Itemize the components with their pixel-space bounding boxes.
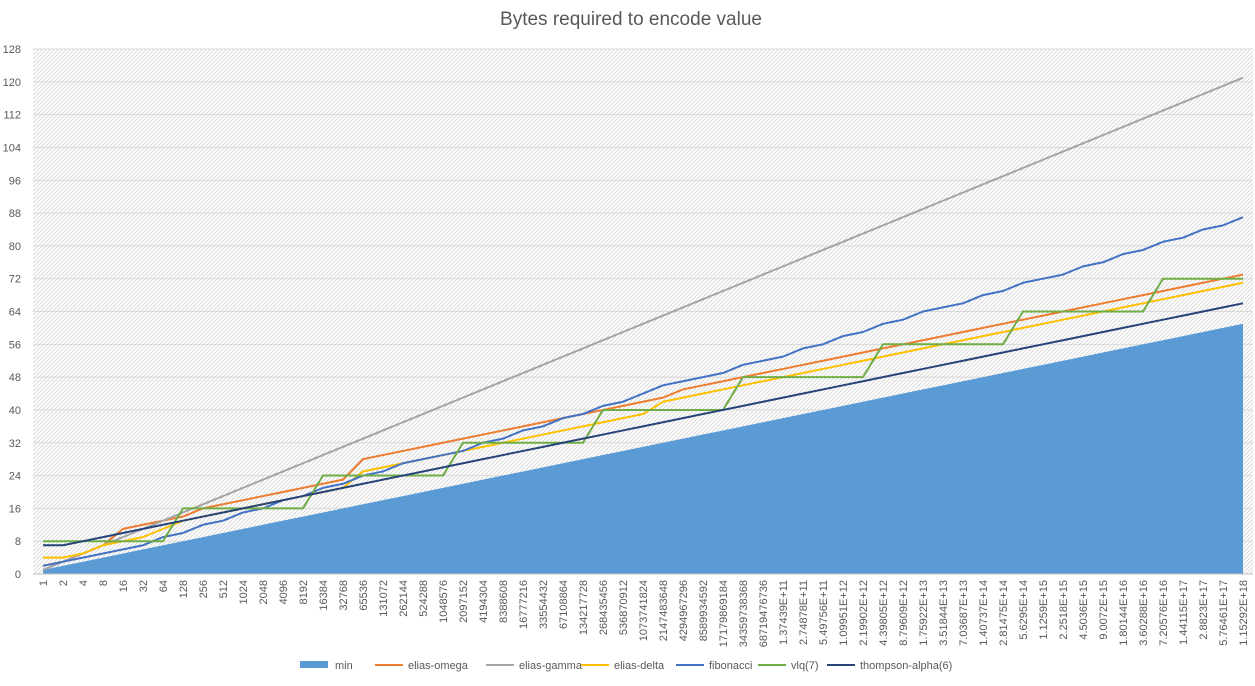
y-axis: 0 8 16 24 32 40 48 56 64 72 80 88 96 104 112 120 128 xyxy=(3,44,21,581)
legend-label: fibonacci xyxy=(709,660,752,672)
y-tick-label: 0 xyxy=(15,569,21,581)
x-tick-label: 9.0072E+15 xyxy=(1098,580,1110,640)
x-tick-label: 4294967296 xyxy=(678,580,690,641)
y-tick-label: 64 xyxy=(9,307,21,319)
x-tick-label: 3.51844E+13 xyxy=(938,580,950,646)
x-tick-label: 4096 xyxy=(278,580,290,604)
legend: min elias-omega elias-gamma elias-delta fibo… xyxy=(300,660,952,672)
x-tick-label: 68719476736 xyxy=(758,580,770,647)
x-tick-label: 4194304 xyxy=(478,580,490,623)
x-tick-label: 3.60288E+16 xyxy=(1138,580,1150,646)
x-tick-label: 1.75922E+13 xyxy=(918,580,930,646)
x-tick-label: 8589934592 xyxy=(698,580,710,641)
x-tick-label: 2048 xyxy=(258,580,270,604)
x-tick-label: 262144 xyxy=(398,580,410,617)
x-tick-label: 131072 xyxy=(378,580,390,617)
x-tick-label: 1.37439E+11 xyxy=(778,580,790,645)
x-tick-label: 512 xyxy=(218,580,230,598)
x-tick-label: 1.44115E+17 xyxy=(1178,580,1190,645)
x-tick-label: 4.5036E+15 xyxy=(1078,580,1090,640)
x-tick-label: 5.76461E+17 xyxy=(1218,580,1230,646)
y-tick-label: 8 xyxy=(15,536,21,548)
x-tick-label: 5.6295E+14 xyxy=(1018,580,1030,640)
x-tick-label: 1.80144E+16 xyxy=(1118,580,1130,646)
x-tick-label: 2147483648 xyxy=(658,580,670,641)
y-tick-label: 40 xyxy=(9,405,21,417)
x-tick-label: 7.03687E+13 xyxy=(958,580,970,646)
x-tick-label: 16777216 xyxy=(518,580,530,629)
x-tick-label: 34359738368 xyxy=(738,580,750,647)
series-line-elias-omega xyxy=(42,273,1244,567)
legend-label: elias-omega xyxy=(408,660,469,672)
legend-swatch-min xyxy=(300,661,328,668)
series-line-thompson-alpha(6) xyxy=(43,302,1244,547)
x-tick-label: 256 xyxy=(198,580,210,598)
x-tick-label: 67108864 xyxy=(558,580,570,629)
x-tick-label: 1 xyxy=(38,580,50,586)
x-tick-label: 33554432 xyxy=(538,580,550,629)
series-group xyxy=(42,76,1244,574)
x-tick-label: 128 xyxy=(178,580,190,598)
x-tick-label: 4.39805E+12 xyxy=(878,580,890,646)
x-tick-label: 2.19902E+12 xyxy=(858,580,870,646)
y-tick-label: 128 xyxy=(3,44,21,56)
x-tick-label: 1048576 xyxy=(438,580,450,623)
y-tick-label: 120 xyxy=(3,77,21,89)
y-tick-label: 16 xyxy=(9,503,21,515)
x-tick-label: 8388608 xyxy=(498,580,510,623)
x-tick-label: 65536 xyxy=(358,580,370,611)
y-tick-label: 56 xyxy=(9,339,21,351)
x-tick-label: 2.74878E+11 xyxy=(798,580,810,645)
series-line-fibonacci xyxy=(42,216,1244,567)
x-tick-label: 1.15292E+18 xyxy=(1238,580,1250,646)
x-tick-label: 16 xyxy=(118,580,130,592)
x-tick-label: 16384 xyxy=(318,580,330,611)
x-tick-label: 32768 xyxy=(338,580,350,611)
y-tick-label: 72 xyxy=(9,274,21,286)
x-tick-label: 134217728 xyxy=(578,580,590,635)
y-tick-label: 80 xyxy=(9,241,21,253)
x-tick-label: 2097152 xyxy=(458,580,470,623)
x-tick-label: 1.1259E+15 xyxy=(1038,580,1050,640)
x-tick-label: 4 xyxy=(78,580,90,586)
x-tick-label: 536870912 xyxy=(618,580,630,635)
x-tick-label: 1.40737E+14 xyxy=(978,580,990,646)
x-tick-label: 2 xyxy=(58,580,70,586)
y-tick-label: 48 xyxy=(9,372,21,384)
x-tick-label: 64 xyxy=(158,580,170,592)
x-tick-label: 8.79609E+12 xyxy=(898,580,910,646)
x-tick-label: 1.09951E+12 xyxy=(838,580,850,646)
x-tick-label: 1024 xyxy=(238,580,250,604)
x-tick-label: 5.49756E+11 xyxy=(818,580,830,645)
x-tick-label: 2.8823E+17 xyxy=(1198,580,1210,640)
y-tick-label: 24 xyxy=(9,471,21,483)
x-tick-label: 524288 xyxy=(418,580,430,617)
x-tick-label: 2.2518E+15 xyxy=(1058,580,1070,640)
y-tick-label: 32 xyxy=(9,438,21,450)
x-tick-label: 1073741824 xyxy=(638,580,650,641)
x-tick-label: 7.20576E+16 xyxy=(1158,580,1170,646)
x-tick-label: 8192 xyxy=(298,580,310,604)
series-area-min xyxy=(43,323,1243,574)
x-tick-label: 268435456 xyxy=(598,580,610,635)
x-axis: 1 2 4 8 16 32 64 128 256 512 1024 2048 4096 8192 16384… xyxy=(33,573,1253,647)
x-tick-label: 2.81475E+14 xyxy=(998,580,1010,646)
legend-label: elias-delta xyxy=(614,660,665,672)
x-tick-label: 8 xyxy=(98,580,110,586)
y-tick-label: 88 xyxy=(9,208,21,220)
y-tick-label: 104 xyxy=(3,142,21,154)
x-tick-label: 17179869184 xyxy=(718,580,730,647)
x-tick-label: 32 xyxy=(138,580,150,592)
y-tick-label: 112 xyxy=(3,110,21,122)
legend-label: elias-gamma xyxy=(519,660,583,672)
y-tick-label: 96 xyxy=(9,175,21,187)
legend-label: min xyxy=(335,660,353,672)
legend-label: thompson-alpha(6) xyxy=(860,660,952,672)
chart-title: Bytes required to encode value xyxy=(500,9,762,30)
series-line-elias-gamma xyxy=(42,76,1244,571)
legend-label: vlq(7) xyxy=(791,660,819,672)
